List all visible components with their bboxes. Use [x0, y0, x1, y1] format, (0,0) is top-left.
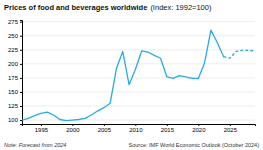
x-tick-mark — [167, 124, 168, 126]
y-tick-mark — [20, 50, 22, 51]
y-tick-label: 100 — [8, 117, 19, 123]
chart: 100 125 150 175 200 225 250 275 1995 2000 2005 2010… — [0, 0, 263, 150]
y-tick-mark — [20, 120, 22, 121]
y-tick-mark — [20, 64, 22, 65]
y-tick: 250 — [8, 33, 22, 39]
line — [224, 50, 255, 58]
x-tick-label: 1995 — [35, 127, 49, 133]
y-tick: 150 — [8, 89, 22, 95]
x-tick-label: 2000 — [66, 127, 80, 133]
y-tick-label: 250 — [8, 33, 19, 39]
x-tick-mark — [230, 124, 231, 126]
y-tick-label: 150 — [8, 89, 19, 95]
x-tick: 2000 — [66, 124, 80, 133]
x-tick-label: 2010 — [129, 127, 143, 133]
x-tick-mark — [72, 124, 73, 126]
x-tick-mark — [41, 124, 42, 126]
title: Prices of food and beverages worldwide — [4, 3, 147, 12]
x-tick-label: 2020 — [192, 127, 206, 133]
x-tick-mark — [104, 124, 105, 126]
y-tick-label: 200 — [8, 61, 19, 67]
x-tick-label: 2005 — [98, 127, 112, 133]
grid-line — [22, 63, 255, 64]
grid-line — [22, 91, 255, 92]
y-tick-mark — [20, 92, 22, 93]
x-tick: 2010 — [129, 124, 143, 133]
x-tick: 2015 — [161, 124, 175, 133]
subtitle: (Index: 1992=100) — [150, 3, 212, 12]
x-tick: 2005 — [98, 124, 112, 133]
y-tick: 125 — [8, 103, 22, 109]
y-axis: 100 125 150 175 200 225 250 275 — [8, 19, 23, 124]
line — [22, 30, 224, 121]
x-axis: 1995 2000 2005 2010 2015 2020 2025 — [23, 124, 256, 133]
y-tick-mark — [20, 36, 22, 37]
grid — [22, 22, 255, 120]
y-tick: 100 — [8, 117, 22, 123]
x-tick-mark — [198, 124, 199, 126]
x-tick-label: 2015 — [161, 127, 175, 133]
grid-line — [22, 21, 255, 22]
lines — [22, 30, 255, 121]
x-axis-line — [23, 125, 256, 127]
grid-line — [22, 77, 255, 78]
y-tick-label: 275 — [8, 19, 19, 25]
y-tick: 175 — [8, 75, 22, 81]
y-tick-label: 125 — [8, 103, 19, 109]
y-tick: 200 — [8, 61, 22, 67]
y-axis-line — [20, 21, 23, 125]
y-tick-mark — [20, 106, 22, 107]
grid-line — [22, 120, 255, 121]
y-tick-mark — [20, 78, 22, 79]
y-tick-mark — [20, 22, 22, 23]
x-tick: 1995 — [35, 124, 49, 133]
grid-line — [22, 35, 255, 36]
x-tick-mark — [135, 124, 136, 126]
y-tick-label: 225 — [8, 47, 19, 53]
grid-line — [22, 106, 255, 107]
y-tick: 225 — [8, 47, 22, 53]
note: Note: Forecast from 2024 — [4, 142, 66, 148]
x-tick: 2025 — [224, 124, 238, 133]
y-tick-label: 175 — [8, 75, 19, 81]
x-tick-label: 2025 — [224, 127, 238, 133]
source: Source: IMF World Economic Outlook (Octo… — [129, 142, 260, 148]
x-tick: 2020 — [192, 124, 206, 133]
y-tick: 275 — [8, 19, 22, 25]
chart-container: 100 125 150 175 200 225 250 275 1995 2000 2005 2010… — [0, 0, 263, 150]
